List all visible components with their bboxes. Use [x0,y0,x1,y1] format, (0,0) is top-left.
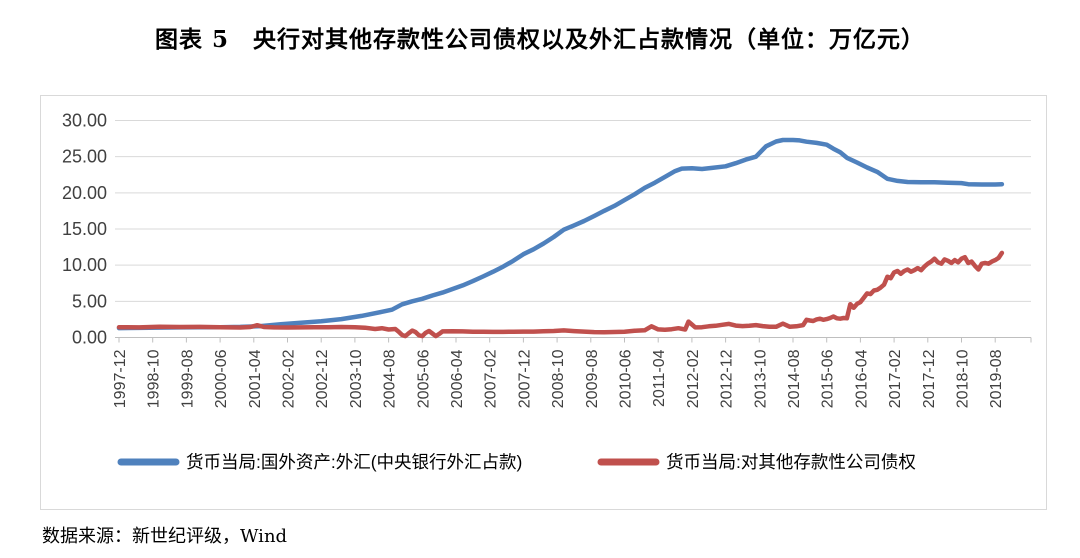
x-axis-tick-label: 2007-12 [516,349,533,408]
x-axis-tick-label: 1998-10 [146,349,163,408]
series-line-0 [116,137,1005,331]
x-axis-tick-label: 2003-10 [348,349,365,408]
x-axis-tick-label: 2007-02 [483,349,500,408]
x-axis-tick-label: 2012-02 [685,349,702,408]
x-axis-tick-label: 2010-06 [618,349,635,408]
x-axis-tick-label: 2004-08 [382,349,399,408]
x-axis-tick-label: 2006-04 [449,349,466,408]
series-line-1 [116,250,1005,339]
y-axis-tick-label: 30.00 [62,111,107,131]
x-axis-tick-label: 2008-10 [550,349,567,408]
x-axis-tick-label: 2017-02 [887,349,904,408]
x-axis-tick-label: 2005-06 [415,349,432,408]
line-chart: 0.00 5.00 10.00 15.00 20.00 25.00 30.00 1997-12… [62,111,1032,472]
x-axis-tick-label: 1999-08 [179,349,196,408]
y-axis-tick-label: 0.00 [72,328,107,348]
y-axis-tick-label: 10.00 [62,255,107,275]
x-axis-tick-label: 2014-08 [786,349,803,408]
chart-area: 0.00 5.00 10.00 15.00 20.00 25.00 30.00 1997-12… [40,95,1047,510]
legend-label-0: 货币当局:国外资产:外汇(中央银行外汇占款) [186,452,522,472]
x-axis-tick-label: 2001-04 [247,349,264,408]
y-axis-tick-label: 25.00 [62,147,107,167]
y-axis-tick-label: 5.00 [72,291,107,311]
x-axis-tick-label: 2013-10 [752,349,769,408]
chart-title: 图表 5 央行对其他存款性公司债权以及外汇占款情况（单位：万亿元） [154,26,925,53]
y-axis-tick-label: 15.00 [62,219,107,239]
legend-label-1: 货币当局:对其他存款性公司债权 [666,452,916,472]
x-axis-tick-label: 2015-06 [820,349,837,408]
x-axis-tick-label: 1997-12 [112,349,129,408]
y-axis-tick-label: 20.00 [62,183,107,203]
x-axis-tick-label: 2002-02 [281,349,298,408]
x-axis-tick-label: 2012-12 [719,349,736,408]
x-axis-tick-label: 2016-04 [853,349,870,408]
data-source-caption: 数据来源：新世纪评级，Wind [42,526,288,547]
x-axis-tick-label: 2011-04 [651,349,668,407]
x-axis-tick-label: 2002-12 [314,349,331,408]
x-axis-tick-label: 2019-08 [988,349,1005,408]
x-axis-tick-label: 2017-12 [921,349,938,408]
x-axis-tick-label: 2009-08 [584,349,601,408]
x-axis-tick-label: 2000-06 [213,349,230,408]
x-axis-tick-label: 2018-10 [955,349,972,408]
